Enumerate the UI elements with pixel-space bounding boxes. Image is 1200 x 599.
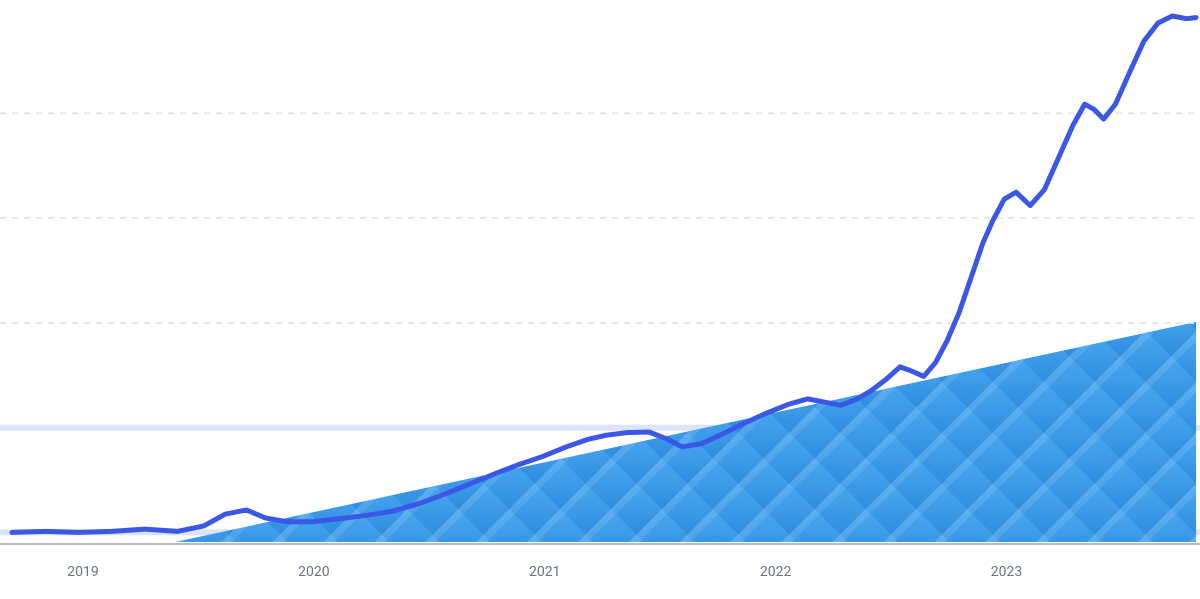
x-tick-label: 2022 — [760, 564, 791, 580]
x-tick-label: 2021 — [529, 564, 560, 580]
growth-chart: 2019 2020 2021 2022 2023 — [0, 0, 1200, 599]
x-tick-label: 2020 — [298, 564, 329, 580]
x-tick-label: 2019 — [67, 564, 98, 580]
chart-svg — [0, 0, 1200, 599]
x-tick-label: 2023 — [991, 564, 1022, 580]
area-series — [0, 0, 1200, 599]
